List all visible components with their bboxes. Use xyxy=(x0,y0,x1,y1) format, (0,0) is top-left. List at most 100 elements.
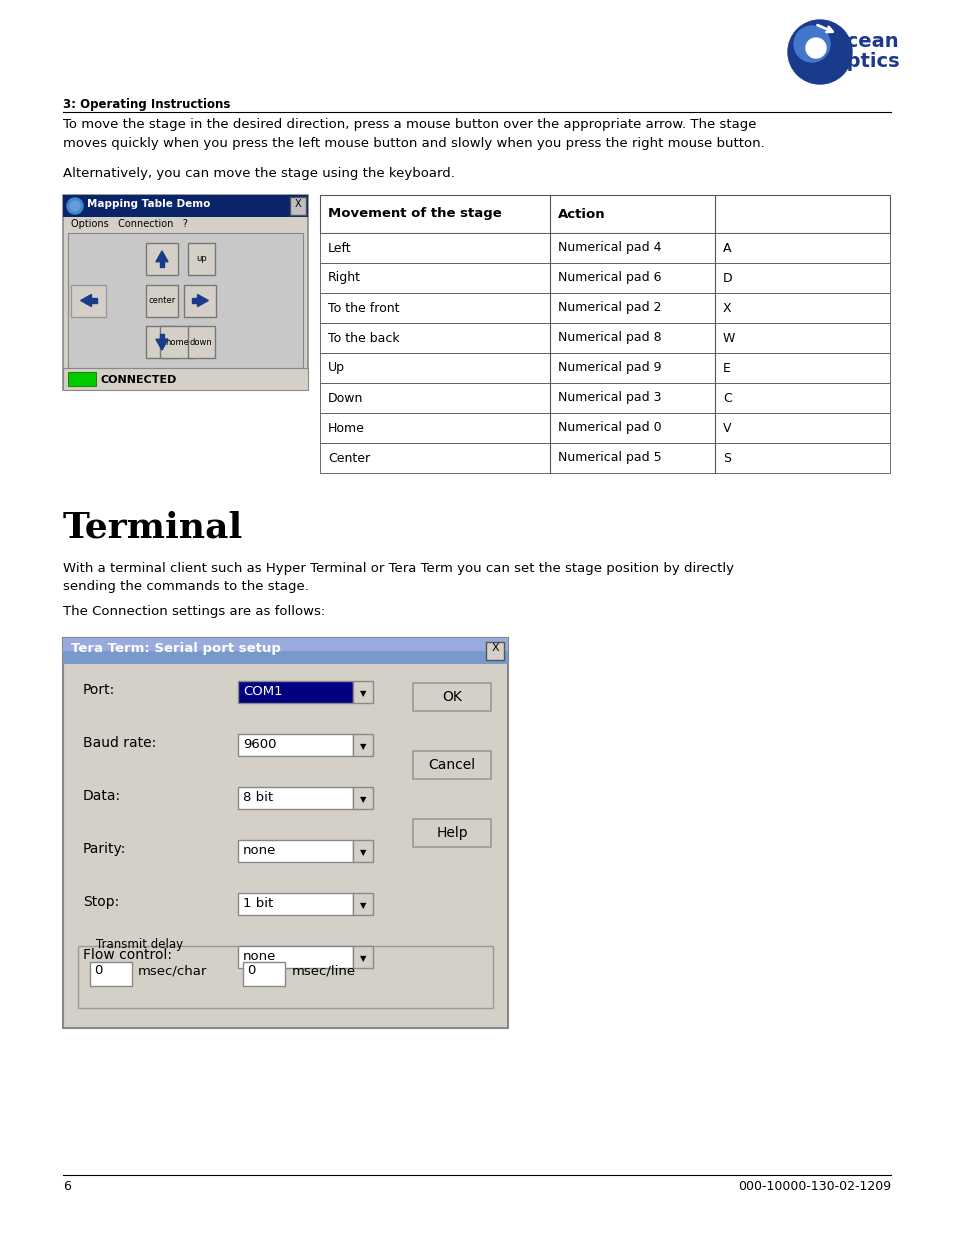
Text: Numerical pad 9: Numerical pad 9 xyxy=(558,362,660,374)
Text: Up: Up xyxy=(328,362,345,374)
FancyBboxPatch shape xyxy=(237,946,353,968)
Text: Numerical pad 4: Numerical pad 4 xyxy=(558,242,660,254)
FancyBboxPatch shape xyxy=(237,734,353,756)
Text: CONNECTED: CONNECTED xyxy=(101,375,177,385)
Circle shape xyxy=(805,38,825,58)
Text: The Connection settings are as follows:: The Connection settings are as follows: xyxy=(63,605,325,618)
Text: C: C xyxy=(722,391,731,405)
Text: msec/char: msec/char xyxy=(138,965,207,977)
FancyBboxPatch shape xyxy=(290,198,306,215)
FancyBboxPatch shape xyxy=(353,893,373,915)
FancyBboxPatch shape xyxy=(319,293,889,324)
FancyBboxPatch shape xyxy=(353,840,373,862)
Text: Center: Center xyxy=(328,452,370,464)
Text: ▼: ▼ xyxy=(359,955,366,963)
Text: Numerical pad 3: Numerical pad 3 xyxy=(558,391,660,405)
Text: To the front: To the front xyxy=(328,301,399,315)
FancyBboxPatch shape xyxy=(160,326,193,358)
Text: W: W xyxy=(722,331,735,345)
FancyBboxPatch shape xyxy=(413,751,491,779)
FancyBboxPatch shape xyxy=(485,642,503,659)
FancyBboxPatch shape xyxy=(63,638,507,651)
Text: X: X xyxy=(722,301,731,315)
Text: Numerical pad 6: Numerical pad 6 xyxy=(558,272,660,284)
Text: Options   Connection   ?: Options Connection ? xyxy=(71,219,188,228)
Text: V: V xyxy=(722,421,731,435)
Text: Numerical pad 8: Numerical pad 8 xyxy=(558,331,661,345)
Text: ▼: ▼ xyxy=(359,795,366,804)
Text: 3: Operating Instructions: 3: Operating Instructions xyxy=(63,98,230,111)
Text: Ocean: Ocean xyxy=(829,32,898,51)
Text: 0: 0 xyxy=(247,965,255,977)
FancyBboxPatch shape xyxy=(353,734,373,756)
FancyBboxPatch shape xyxy=(63,368,308,390)
FancyBboxPatch shape xyxy=(188,326,214,358)
FancyBboxPatch shape xyxy=(146,243,178,275)
Text: COM1: COM1 xyxy=(243,685,282,698)
Text: OK: OK xyxy=(441,690,461,704)
Text: D: D xyxy=(722,272,732,284)
Circle shape xyxy=(70,201,80,211)
Text: Numerical pad 5: Numerical pad 5 xyxy=(558,452,661,464)
Text: Stop:: Stop: xyxy=(83,895,119,909)
Text: 0: 0 xyxy=(94,965,102,977)
Text: 1 bit: 1 bit xyxy=(243,897,273,910)
FancyBboxPatch shape xyxy=(90,962,132,986)
Text: Help: Help xyxy=(436,826,467,840)
FancyBboxPatch shape xyxy=(188,243,214,275)
Text: up: up xyxy=(195,254,207,263)
Text: msec/line: msec/line xyxy=(292,965,355,977)
Text: Parity:: Parity: xyxy=(83,842,126,856)
Text: Right: Right xyxy=(328,272,360,284)
Text: ▼: ▼ xyxy=(359,902,366,910)
FancyBboxPatch shape xyxy=(237,840,353,862)
Text: Tera Term: Serial port setup: Tera Term: Serial port setup xyxy=(71,642,280,655)
Text: 6: 6 xyxy=(63,1179,71,1193)
Text: Port:: Port: xyxy=(83,683,115,697)
FancyBboxPatch shape xyxy=(68,372,96,387)
Text: moves quickly when you press the left mouse button and slowly when you press the: moves quickly when you press the left mo… xyxy=(63,137,764,149)
FancyBboxPatch shape xyxy=(63,638,507,1028)
FancyBboxPatch shape xyxy=(63,195,308,217)
Text: Action: Action xyxy=(558,207,605,221)
Text: 9600: 9600 xyxy=(243,739,276,751)
FancyBboxPatch shape xyxy=(353,787,373,809)
Polygon shape xyxy=(160,262,164,267)
Text: ▼: ▼ xyxy=(359,689,366,699)
Text: Mapping Table Demo: Mapping Table Demo xyxy=(87,199,211,209)
Text: Baud rate:: Baud rate: xyxy=(83,736,156,750)
Text: ▼: ▼ xyxy=(359,742,366,752)
Text: down: down xyxy=(190,337,213,347)
Text: 000-10000-130-02-1209: 000-10000-130-02-1209 xyxy=(737,1179,890,1193)
FancyBboxPatch shape xyxy=(319,324,889,353)
Text: Data:: Data: xyxy=(83,789,121,803)
Text: Movement of the stage: Movement of the stage xyxy=(328,207,501,221)
Text: E: E xyxy=(722,362,730,374)
FancyBboxPatch shape xyxy=(319,353,889,383)
FancyBboxPatch shape xyxy=(237,787,353,809)
Text: Numerical pad 0: Numerical pad 0 xyxy=(558,421,661,435)
Text: X: X xyxy=(491,643,498,653)
Text: 8 bit: 8 bit xyxy=(243,790,273,804)
Polygon shape xyxy=(91,299,96,303)
FancyBboxPatch shape xyxy=(63,638,507,664)
Text: sending the commands to the stage.: sending the commands to the stage. xyxy=(63,580,309,593)
Circle shape xyxy=(793,26,829,62)
Text: To move the stage in the desired direction, press a mouse button over the approp: To move the stage in the desired directi… xyxy=(63,119,756,131)
FancyBboxPatch shape xyxy=(78,946,493,1008)
Polygon shape xyxy=(81,294,91,306)
Text: Cancel: Cancel xyxy=(428,758,475,772)
FancyBboxPatch shape xyxy=(63,195,308,390)
Polygon shape xyxy=(155,340,168,350)
Text: With a terminal client such as Hyper Terminal or Tera Term you can set the stage: With a terminal client such as Hyper Ter… xyxy=(63,562,733,576)
FancyBboxPatch shape xyxy=(71,284,106,316)
FancyBboxPatch shape xyxy=(319,263,889,293)
Text: home: home xyxy=(165,337,189,347)
FancyBboxPatch shape xyxy=(237,893,353,915)
Text: Terminal: Terminal xyxy=(63,510,243,543)
FancyBboxPatch shape xyxy=(184,284,216,316)
FancyBboxPatch shape xyxy=(319,412,889,443)
Text: Numerical pad 2: Numerical pad 2 xyxy=(558,301,660,315)
Text: ▼: ▼ xyxy=(359,848,366,857)
Text: A: A xyxy=(722,242,731,254)
